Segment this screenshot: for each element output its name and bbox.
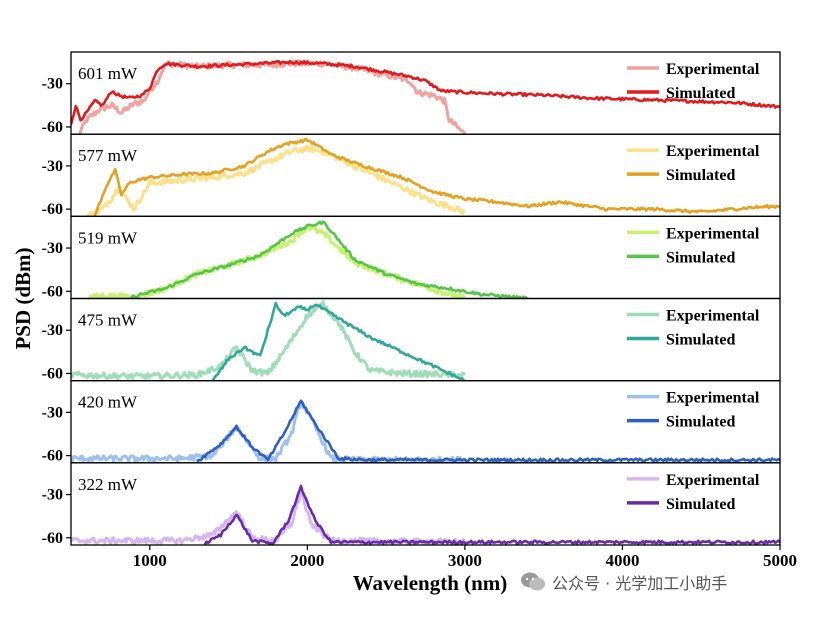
power-label: 601 mW: [78, 64, 138, 83]
y-tick-label: -30: [42, 76, 63, 93]
legend-simulated-label: Simulated: [666, 85, 735, 102]
watermark-text: 公众号 · 光学加工小助手: [552, 574, 728, 593]
power-label: 475 mW: [78, 311, 138, 330]
legend-experimental-label: Experimental: [666, 390, 760, 407]
series-simulated-line: [203, 484, 780, 546]
series-experimental-line: [78, 59, 467, 135]
wechat-icon: [521, 572, 545, 591]
legend-experimental-label: Experimental: [666, 143, 760, 160]
series-experimental-line: [71, 300, 467, 381]
power-label: 322 mW: [78, 475, 138, 494]
panel-4: -30 -60 475 mW Experimental Simulated: [42, 297, 781, 382]
series-experimental-line: [86, 144, 466, 217]
panel-plot: [71, 484, 780, 546]
x-tick-label: 3000: [448, 551, 482, 570]
legend-simulated-label: Simulated: [666, 249, 735, 266]
y-tick-label: -60: [42, 365, 63, 382]
series-simulated-line: [211, 301, 466, 381]
panel-frame: [70, 462, 781, 546]
y-tick-label: -30: [42, 487, 63, 504]
power-label: 420 mW: [78, 393, 138, 412]
legend-simulated-label: Simulated: [666, 414, 735, 431]
legend-experimental-label: Experimental: [666, 61, 760, 78]
x-tick-label: 1000: [133, 551, 167, 570]
panel-1: -30 -60 601 mW Experimental Simulated: [42, 51, 781, 136]
panel-plot: [71, 300, 467, 381]
series-simulated-line: [71, 59, 780, 126]
power-label: 577 mW: [78, 146, 138, 165]
panel-plot: [71, 399, 780, 463]
y-tick-label: -30: [42, 240, 63, 257]
legend-experimental-label: Experimental: [666, 308, 760, 325]
series-simulated-line: [93, 137, 780, 217]
legend-simulated-label: Simulated: [666, 167, 735, 184]
x-tick-label: 5000: [763, 551, 797, 570]
legend-simulated-label: Simulated: [666, 496, 735, 513]
y-tick-label: -60: [42, 283, 63, 300]
panel-5: -30 -60 420 mW Experimental Simulated: [42, 380, 781, 465]
x-tick-label: 2000: [290, 551, 324, 570]
y-tick-label: -30: [42, 404, 63, 421]
panel-3: -30 -60 519 mW Experimental Simulated: [42, 215, 781, 300]
series-simulated-line: [196, 399, 780, 463]
y-tick-label: -60: [42, 201, 63, 218]
y-tick-label: -60: [42, 448, 63, 465]
watermark: 公众号 · 光学加工小助手: [520, 570, 727, 594]
panel-6: -30 -60 322 mW Experimental Simulated: [42, 462, 781, 547]
power-label: 519 mW: [78, 228, 138, 247]
panel-plot: [86, 137, 780, 217]
x-tick-label: 4000: [605, 551, 639, 570]
series-experimental-line: [86, 225, 467, 299]
y-tick-label: -60: [42, 530, 63, 547]
series-experimental-line: [71, 491, 467, 546]
x-axis-title: Wavelength (nm): [353, 571, 508, 595]
legend-experimental-label: Experimental: [666, 225, 760, 242]
y-tick-label: -60: [42, 119, 63, 136]
panel-plot: [71, 59, 780, 135]
panel-plot: [86, 220, 529, 299]
legend-simulated-label: Simulated: [666, 332, 735, 349]
series-simulated-line: [129, 220, 529, 299]
y-tick-label: -30: [42, 322, 63, 339]
y-axis-title: PSD (dBm): [11, 247, 35, 349]
panel-2: -30 -60 577 mW Experimental Simulated: [42, 133, 781, 218]
legend-experimental-label: Experimental: [666, 472, 760, 489]
y-tick-label: -30: [42, 158, 63, 175]
